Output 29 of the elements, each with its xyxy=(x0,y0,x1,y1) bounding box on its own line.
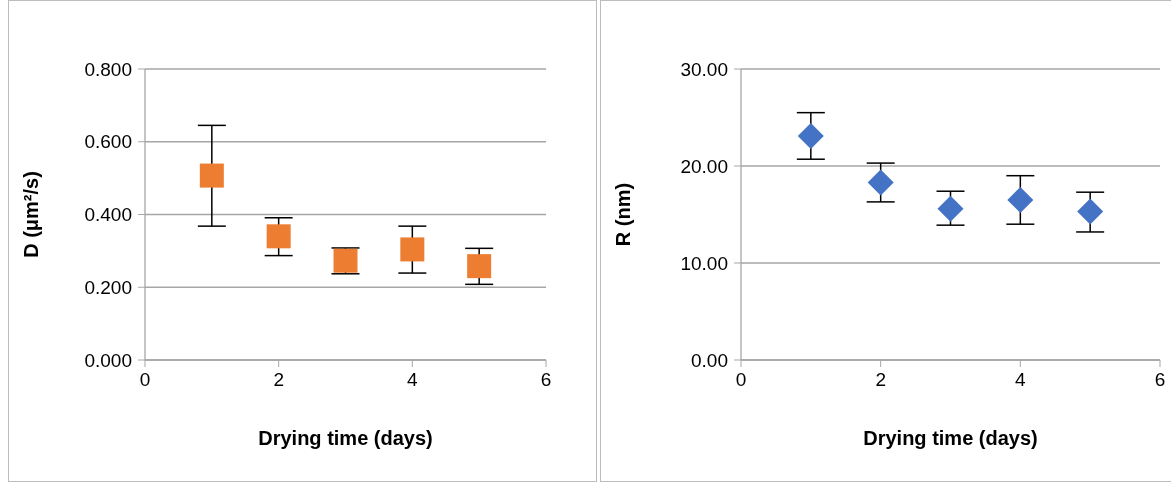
x-tick-label: 4 xyxy=(1015,369,1027,391)
y-tick-label: 0.000 xyxy=(84,349,132,371)
x-tick-label: 4 xyxy=(407,369,419,391)
x-tick-label: 2 xyxy=(273,369,284,391)
x-tick-label: 6 xyxy=(540,369,552,391)
x-tick-label: 0 xyxy=(735,369,747,391)
y-tick-label: 0.600 xyxy=(84,131,132,153)
x-tick-label: 2 xyxy=(875,369,886,391)
y-tick-label: 30.00 xyxy=(680,58,728,80)
point xyxy=(199,163,224,188)
point xyxy=(797,122,824,149)
point xyxy=(1077,198,1104,225)
y-axis-title: D (μm²/s) xyxy=(20,171,43,258)
point xyxy=(867,169,894,196)
y-tick-label: 0.400 xyxy=(84,204,132,226)
y-tick-label: 20.00 xyxy=(680,155,728,177)
y-axis-title: R (nm) xyxy=(612,182,635,247)
x-axis-title: Drying time (days) xyxy=(863,427,1038,449)
y-tick-label: 10.00 xyxy=(680,252,728,274)
y-tick-label: 0.00 xyxy=(691,349,728,371)
x-axis-title: Drying time (days) xyxy=(258,427,433,449)
point xyxy=(467,254,492,279)
point xyxy=(400,237,425,262)
x-tick-label: 0 xyxy=(139,369,151,391)
x-tick-label: 6 xyxy=(1154,369,1166,391)
point xyxy=(1007,186,1034,213)
point xyxy=(266,224,291,249)
y-tick-label: 0.200 xyxy=(84,276,132,298)
y-tick-label: 0.800 xyxy=(84,58,132,80)
